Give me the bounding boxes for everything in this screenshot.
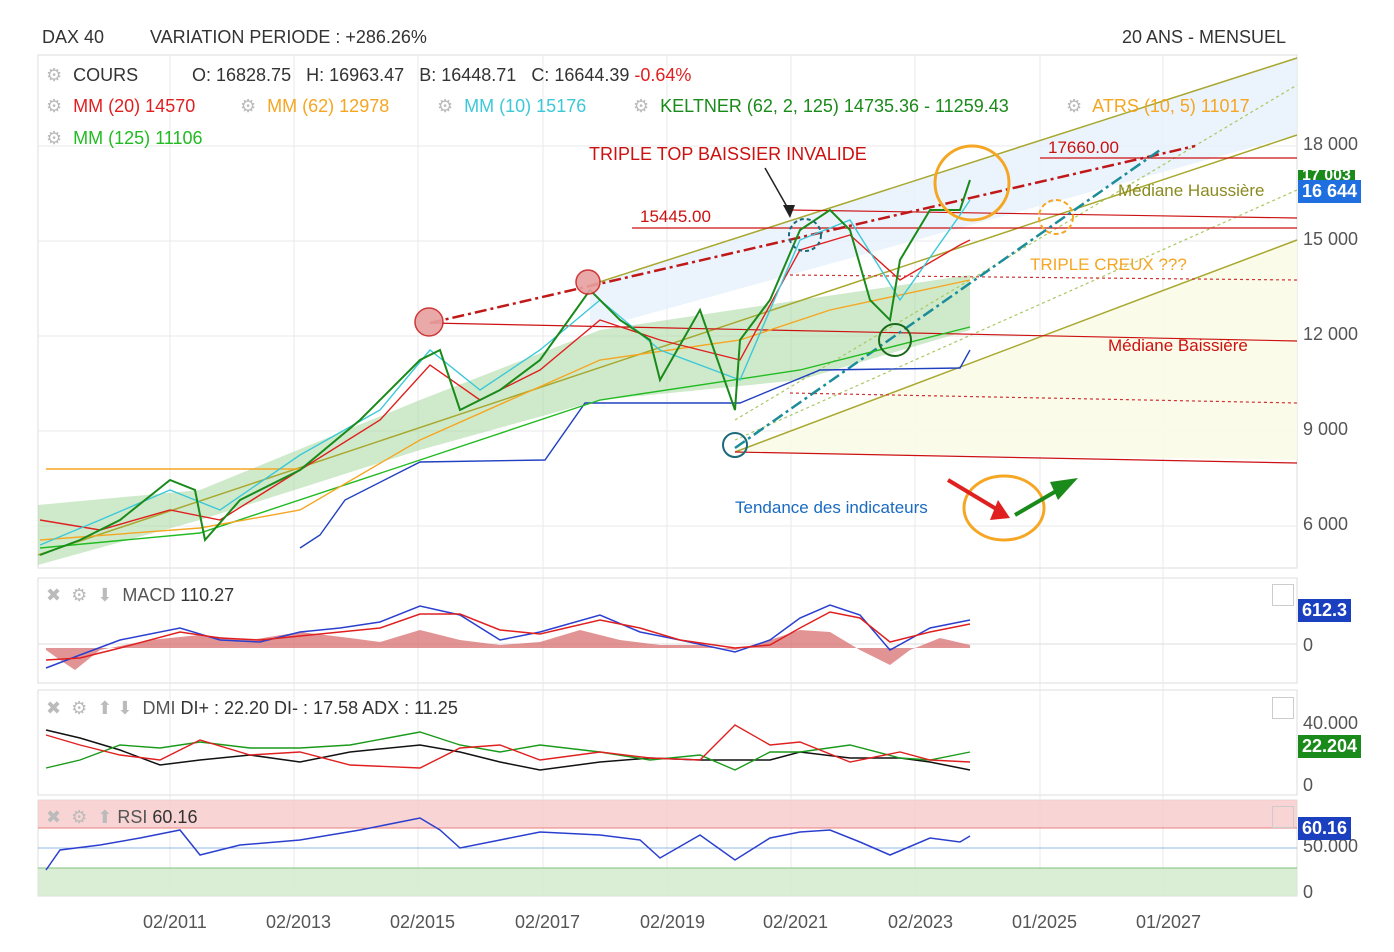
gear-icon[interactable]: ⚙ <box>633 96 650 116</box>
annotation-triple-top: TRIPLE TOP BAISSIER INVALIDE <box>589 144 867 164</box>
open-value: O: 16828.75 <box>192 65 292 85</box>
y-tick-12000: 12 000 <box>1303 324 1359 344</box>
gear-icon[interactable]: ⚙ <box>46 128 63 148</box>
dmi-values: DI+ : 22.20 DI- : 17.58 ADX : 11.25 <box>180 698 458 718</box>
last-price-badge: 16 644 <box>1298 180 1362 203</box>
legend-ohlc: O: 16828.75 H: 16963.47 B: 16448.71 C: 1… <box>192 65 691 86</box>
macd-header: ✖ ⚙ ⬇ MACD 110.27 <box>46 585 234 606</box>
mm62-value: 12978 <box>339 96 390 116</box>
dmi-label: DMI <box>142 698 176 718</box>
annotation-mediane-baissiere: Médiane Baissière <box>1108 336 1248 355</box>
gear-icon[interactable]: ⚙ <box>46 65 63 85</box>
period-variation: VARIATION PERIODE : +286.26% <box>150 27 427 47</box>
x-tick: 02/2023 <box>888 912 954 932</box>
legend-keltner: ⚙ KELTNER (62, 2, 125) 14735.36 - 11259.… <box>633 96 1009 117</box>
y-tick-15000: 15 000 <box>1303 229 1359 249</box>
macd-label: MACD <box>122 585 176 605</box>
gear-icon[interactable]: ⚙ <box>240 96 257 116</box>
y-tick-9000: 9 000 <box>1303 419 1349 439</box>
annotation-mediane-haussiere: Médiane Haussière <box>1118 181 1265 200</box>
annotation-triple-creux: TRIPLE CREUX ??? <box>1030 255 1187 274</box>
mm62-label: MM (62) <box>267 96 335 116</box>
legend-mm10: ⚙ MM (10) 15176 <box>437 96 586 117</box>
dmi-header: ✖ ⚙ ⬆ ⬇ DMI DI+ : 22.20 DI- : 17.58 ADX … <box>46 698 458 719</box>
x-tick: 02/2019 <box>640 912 706 932</box>
gear-icon[interactable]: ⚙ <box>437 96 454 116</box>
rsi-value: 60.16 <box>152 807 198 827</box>
mm10-value: 15176 <box>536 96 587 116</box>
x-tick: 02/2011 <box>143 912 207 932</box>
dmi-checkbox[interactable] <box>1272 697 1294 719</box>
annotation-level-17660: 17660.00 <box>1048 138 1119 157</box>
gear-icon[interactable]: ⚙ <box>71 807 88 827</box>
dmi-axis-badge: 22.204 <box>1298 735 1362 758</box>
close-icon[interactable]: ✖ <box>46 585 62 605</box>
rsi-axis-zero: 0 <box>1303 882 1314 902</box>
mm20-value: 14570 <box>145 96 196 116</box>
period-selector[interactable]: 20 ANS - MENSUEL <box>1122 27 1287 47</box>
atrs-value: 11017 <box>1200 96 1250 116</box>
x-tick: 02/2021 <box>763 912 829 932</box>
x-tick: 01/2025 <box>1012 912 1078 932</box>
high-value: H: 16963.47 <box>306 65 405 85</box>
macd-axis-badge: 612.3 <box>1298 599 1352 622</box>
legend-cours: ⚙ COURS <box>46 65 138 86</box>
rsi-label: RSI <box>117 807 148 827</box>
macd-panel <box>38 604 1297 670</box>
dmi-axis-zero: 0 <box>1303 775 1314 795</box>
x-tick: 02/2013 <box>266 912 332 932</box>
y-tick-18000: 18 000 <box>1303 134 1359 154</box>
annotation-tendance: Tendance des indicateurs <box>735 498 928 517</box>
close-icon[interactable]: ✖ <box>46 807 62 827</box>
rsi-checkbox[interactable] <box>1272 806 1294 828</box>
cours-label: COURS <box>73 65 139 85</box>
atrs-label: ATRS (10, 5) <box>1092 96 1196 116</box>
gear-icon[interactable]: ⚙ <box>71 698 88 718</box>
x-tick: 02/2017 <box>515 912 581 932</box>
close-icon[interactable]: ✖ <box>46 698 62 718</box>
x-tick: 02/2015 <box>390 912 456 932</box>
legend-mm125: ⚙ MM (125) 11106 <box>46 128 203 149</box>
keltner-label: KELTNER (62, 2, 125) <box>660 96 839 116</box>
gear-icon[interactable]: ⚙ <box>46 96 63 116</box>
rsi-axis-mid: 50.000 <box>1303 836 1359 856</box>
rsi-axis-badge: 60.16 <box>1298 817 1352 840</box>
annotation-level-15445: 15445.00 <box>640 207 711 226</box>
y-tick-6000: 6 000 <box>1303 514 1349 534</box>
change-value: -0.64% <box>634 65 692 85</box>
arrow-down-icon[interactable]: ⬇ <box>117 698 133 718</box>
mm125-label: MM (125) <box>73 128 151 148</box>
close-value: C: 16644.39 <box>531 65 630 85</box>
arrow-up-icon[interactable]: ⬆ <box>97 698 113 718</box>
gear-icon[interactable]: ⚙ <box>71 585 88 605</box>
legend-mm20: ⚙ MM (20) 14570 <box>46 96 195 117</box>
dmi-axis-top: 40.000 <box>1303 713 1359 733</box>
arrow-up-icon[interactable]: ⬆ <box>97 807 113 827</box>
x-tick: 01/2027 <box>1136 912 1202 932</box>
arrow-down-icon[interactable]: ⬇ <box>97 585 113 605</box>
mm10-label: MM (10) <box>464 96 532 116</box>
dmi-panel <box>45 724 971 771</box>
keltner-value: 14735.36 - 11259.43 <box>843 96 1009 116</box>
macd-value: 110.27 <box>180 585 235 605</box>
macd-axis-zero: 0 <box>1303 635 1314 655</box>
gear-icon[interactable]: ⚙ <box>1066 96 1083 116</box>
rsi-header: ✖ ⚙ ⬆ RSI 60.16 <box>46 807 197 828</box>
macd-checkbox[interactable] <box>1272 584 1294 606</box>
legend-atrs: ⚙ ATRS (10, 5) 11017 <box>1066 96 1250 117</box>
instrument-name: DAX 40 <box>42 27 105 47</box>
mm20-label: MM (20) <box>73 96 141 116</box>
mm125-value: 11106 <box>155 128 203 148</box>
legend-mm62: ⚙ MM (62) 12978 <box>240 96 389 117</box>
low-value: B: 16448.71 <box>419 65 517 85</box>
hidden-price-badge: 17 003 <box>1298 170 1355 182</box>
